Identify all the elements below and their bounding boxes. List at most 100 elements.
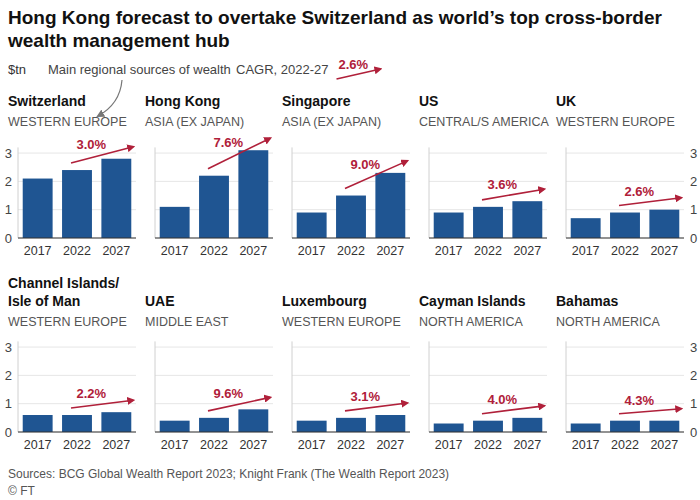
y-tick-label: 3 [5, 340, 12, 355]
panel: Hong KongASIA (EX JAPAN)2017202220277.6% [145, 93, 273, 258]
y-axis-line [18, 341, 19, 432]
key-region: Main regional sources of wealth [48, 62, 231, 77]
x-tick-label: 2022 [63, 438, 91, 452]
x-tick-label: 2027 [650, 244, 678, 258]
y-axis-line [429, 147, 430, 238]
bar [649, 210, 679, 238]
grid-line [18, 403, 136, 404]
baseline [18, 237, 136, 238]
panel-region: MIDDLE EAST [145, 315, 229, 329]
y-tick-label: 2 [690, 174, 697, 189]
panel-title-line: Bahamas [556, 293, 618, 309]
y-axis-line [155, 341, 156, 432]
grid-line [155, 347, 273, 348]
x-tick-label: 2022 [337, 438, 365, 452]
grid-line [566, 347, 684, 348]
x-tick-label: 2027 [239, 438, 267, 452]
panel-title-line: Channel Islands/ [8, 275, 119, 291]
grid-line [292, 432, 410, 433]
bar [336, 418, 366, 432]
y-axis-line [292, 341, 293, 432]
x-tick-label: 2017 [435, 438, 463, 452]
bars [160, 150, 269, 238]
x-tick-label: 2017 [298, 244, 326, 258]
cagr-label: 4.3% [624, 393, 654, 408]
panel-title: US [419, 93, 438, 109]
x-tick-label: 2027 [239, 244, 267, 258]
grid-line [18, 153, 136, 154]
cagr-arrow [619, 409, 681, 414]
y-tick-label: 3 [690, 146, 697, 161]
bar [610, 421, 640, 432]
bars [23, 412, 132, 432]
panel-region: NORTH AMERICA [556, 315, 661, 329]
y-tick-label: 3 [690, 340, 697, 355]
bar [512, 201, 542, 238]
x-tick-label: 2017 [435, 244, 463, 258]
y-tick-label: 0 [690, 425, 697, 440]
title-line: Hong Kong forecast to overtake Switzerla… [8, 7, 662, 28]
panel: USCENTRAL/S AMERICA2017202220273.6% [419, 93, 550, 258]
cagr-arrow [345, 403, 407, 411]
x-tick-label: 2027 [102, 244, 130, 258]
grid-line [429, 153, 547, 154]
panel-title-line: UAE [145, 293, 175, 309]
bar [160, 207, 190, 238]
bar [238, 409, 268, 432]
bar [473, 421, 503, 432]
y-axis-line [18, 147, 19, 238]
x-tick-label: 2022 [337, 244, 365, 258]
y-tick-label: 0 [5, 425, 12, 440]
x-tick-label: 2017 [24, 244, 52, 258]
x-tick-label: 2022 [200, 438, 228, 452]
cagr-label: 2.2% [76, 386, 106, 401]
key-pointer [98, 80, 122, 116]
cagr-label: 2.6% [624, 184, 654, 199]
grid-line [155, 375, 273, 376]
cagr-arrow [482, 406, 544, 414]
bar [199, 176, 229, 238]
bar [297, 421, 327, 432]
panel: LuxembourgWESTERN EUROPE2017202220273.1% [282, 293, 410, 452]
panel-title-line: Switzerland [8, 93, 86, 109]
bars [297, 173, 406, 238]
y-tick-label: 0 [5, 231, 12, 246]
grid-line [155, 238, 273, 239]
bar [238, 150, 268, 238]
panel-title: UAE [145, 293, 175, 309]
bars [434, 201, 543, 238]
y-tick-label: 1 [5, 202, 12, 217]
bars [297, 415, 406, 432]
panel-title-line: Luxembourg [282, 293, 367, 309]
bar [62, 415, 92, 432]
panel: Cayman IslandsNORTH AMERICA2017202220274… [419, 293, 547, 452]
panel-region: WESTERN EUROPE [8, 115, 127, 129]
x-tick-label: 2022 [200, 244, 228, 258]
panel-region: ASIA (EX JAPAN) [145, 115, 244, 129]
x-tick-label: 2027 [376, 438, 404, 452]
baseline [155, 237, 273, 238]
grid-line [566, 238, 684, 239]
panel: UAEMIDDLE EAST2017202220279.6% [145, 293, 273, 452]
y-axis-line [155, 147, 156, 238]
bar [473, 207, 503, 238]
baseline [429, 431, 547, 432]
grid-line [18, 238, 136, 239]
figure: Hong Kong forecast to overtake Switzerla… [0, 0, 700, 500]
bar [649, 421, 679, 432]
source-note: Sources: BCG Global Wealth Report 2023; … [8, 467, 449, 481]
bar [434, 213, 464, 238]
baseline [566, 237, 684, 238]
bar [571, 424, 601, 432]
y-axis-line [429, 341, 430, 432]
panel-title-line: US [419, 93, 438, 109]
bar [297, 213, 327, 238]
panel-title: Bahamas [556, 293, 618, 309]
panel: SingaporeASIA (EX JAPAN)2017202220279.0% [282, 93, 410, 258]
bar [199, 418, 229, 432]
panel-title-line: Hong Kong [145, 93, 220, 109]
panel: UKWESTERN EUROPE01232017202220272.6% [556, 93, 697, 258]
bar [23, 415, 53, 432]
cagr-label: 3.0% [76, 137, 106, 152]
y-tick-label: 2 [5, 368, 12, 383]
